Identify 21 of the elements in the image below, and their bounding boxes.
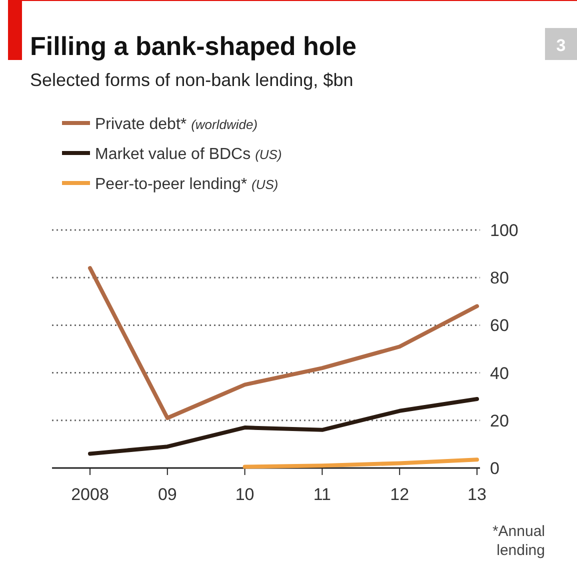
y-tick-label: 20 <box>490 411 509 430</box>
legend-label: Private debt* (worldwide) <box>95 116 258 133</box>
y-tick-label: 0 <box>490 459 500 478</box>
chart-title: Filling a bank-shaped hole <box>30 31 356 61</box>
text: *Annual lending <box>492 523 545 559</box>
x-tick-label: 13 <box>468 485 486 504</box>
x-tick-label: 12 <box>390 485 410 504</box>
y-tick-label: 40 <box>490 364 509 383</box>
y-tick-label: 60 <box>490 316 509 336</box>
legend-label: Market value of BDCs (US) <box>95 146 282 163</box>
y-tick-label: 100 <box>490 221 518 240</box>
x-tick-label: 09 <box>158 485 177 504</box>
x-tick-label: 10 <box>235 485 254 504</box>
x-tick-label: 11 <box>313 485 332 504</box>
chart-subtitle: Selected forms of non-bank lending, $bn <box>30 70 354 90</box>
x-tick-label: 2008 <box>71 485 109 504</box>
line-series <box>88 396 479 456</box>
line-series <box>242 458 479 469</box>
line-series <box>88 266 479 420</box>
y-tick-label: 80 <box>490 268 509 288</box>
legend-label: Peer-to-peer lending* (US) <box>95 176 278 193</box>
